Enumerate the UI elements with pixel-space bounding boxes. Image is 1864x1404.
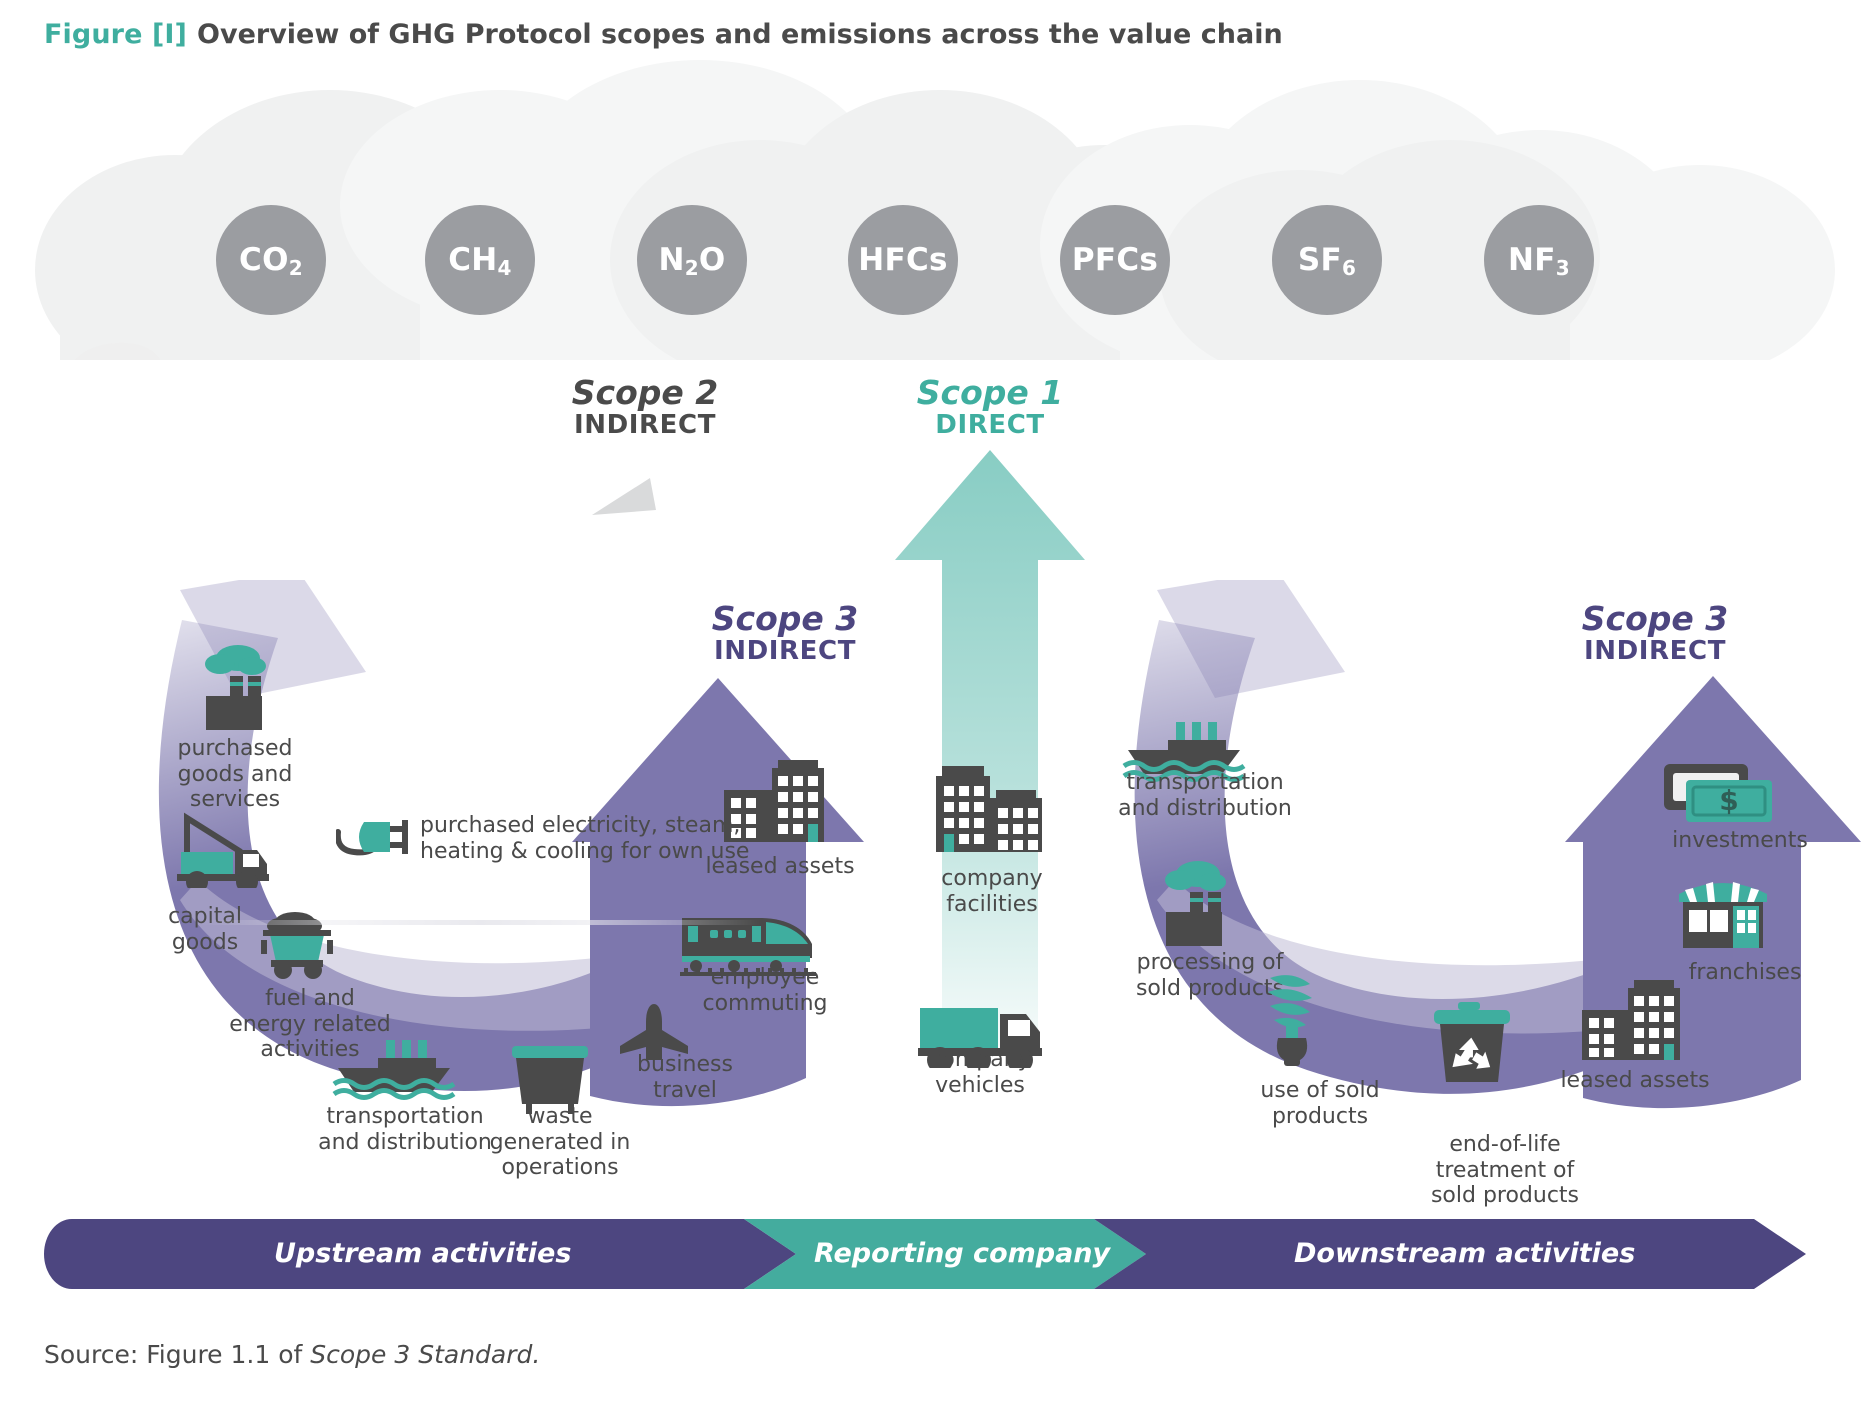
electric-plug-icon bbox=[336, 820, 408, 856]
value-chain-ribbon: Upstream activities Reporting company Do… bbox=[44, 1219, 1820, 1289]
page-title: Figure [I] Overview of GHG Protocol scop… bbox=[44, 8, 1744, 60]
downstream-transportation-label: transportation and distribution bbox=[1118, 770, 1292, 821]
clouds-svg bbox=[35, 60, 1835, 433]
ship-icon-downstream bbox=[1122, 722, 1246, 782]
gas-label: HFCs bbox=[858, 242, 948, 278]
scope-2-pointer-icon bbox=[592, 478, 656, 515]
coal-cart-icon bbox=[261, 912, 333, 979]
train-icon bbox=[680, 918, 816, 976]
leased-assets-icon-upstream bbox=[724, 760, 824, 842]
gas-label: CH4 bbox=[448, 242, 512, 280]
gas-circle-n2o: N2O bbox=[637, 205, 747, 315]
gas-circle-hfcs: HFCs bbox=[848, 205, 958, 315]
ribbon-upstream-shape[interactable] bbox=[44, 1219, 796, 1289]
ribbon-downstream-shape[interactable] bbox=[1094, 1219, 1806, 1289]
svg-text:$: $ bbox=[1719, 784, 1738, 817]
source-prefix: Source: Figure 1.1 of bbox=[44, 1340, 311, 1369]
scope-3-down-kind: INDIRECT bbox=[1583, 635, 1727, 666]
truck-icon bbox=[918, 1008, 1042, 1068]
fuel-energy-label: fuel and energy related activities bbox=[229, 986, 391, 1063]
scope-1-name: Scope 1 bbox=[916, 373, 1064, 412]
scope-3-up-name: Scope 3 bbox=[711, 599, 859, 638]
storefront-icon bbox=[1679, 882, 1767, 948]
purchased-goods-label: purchased goods and services bbox=[177, 736, 293, 813]
ribbon-downstream-label: Downstream activities bbox=[1294, 1238, 1636, 1269]
waste-bin-icon bbox=[512, 1046, 588, 1114]
scope-2-heading: Scope 2 INDIRECT bbox=[520, 375, 770, 439]
business-travel-label: business travel bbox=[637, 1052, 733, 1103]
gas-label: CO2 bbox=[239, 242, 303, 280]
scope-3-down-name: Scope 3 bbox=[1581, 599, 1729, 638]
scope-1-kind: DIRECT bbox=[935, 409, 1045, 440]
company-vehicles-label: company vehicles bbox=[929, 1047, 1031, 1098]
gas-circle-co2: CO2 bbox=[216, 205, 326, 315]
capital-goods-label: capital goods bbox=[168, 904, 242, 955]
gas-circle-ch4: CH4 bbox=[425, 205, 535, 315]
ship-icon bbox=[332, 1040, 456, 1100]
upstream-transportation-label: transportation and distribution bbox=[318, 1104, 492, 1155]
scope-1-heading: Scope 1 DIRECT bbox=[865, 375, 1115, 439]
money-dollar-icon: $ bbox=[1664, 764, 1772, 822]
processing-sold-products-label: processing of sold products bbox=[1135, 950, 1285, 1001]
source-note: Source: Figure 1.1 of Scope 3 Standard. bbox=[44, 1340, 540, 1369]
end-of-life-label: end-of-life treatment of sold products bbox=[1430, 1132, 1580, 1209]
gas-label: N2O bbox=[658, 242, 726, 280]
source-italic: Scope 3 Standard. bbox=[310, 1340, 541, 1369]
leased-assets-label-upstream: leased assets bbox=[705, 854, 855, 879]
plane-icon bbox=[620, 1004, 688, 1060]
scope-3-up-kind: INDIRECT bbox=[713, 635, 857, 666]
waste-generated-label: waste generated in operations bbox=[489, 1104, 631, 1181]
gas-label: PFCs bbox=[1071, 242, 1159, 278]
lightbulb-icon bbox=[1268, 975, 1312, 1066]
scope-2-kind: INDIRECT bbox=[573, 409, 717, 440]
office-building-icon bbox=[936, 766, 1042, 852]
scope-2-name: Scope 2 bbox=[571, 373, 719, 412]
crane-truck-icon bbox=[177, 812, 269, 888]
purchased-electricity-label: purchased electricity, steam, heating & … bbox=[420, 813, 750, 864]
use-of-sold-products-label: use of sold products bbox=[1260, 1078, 1380, 1129]
gas-circle-sf6: SF6 bbox=[1272, 205, 1382, 315]
gas-circle-pfcs: PFCs bbox=[1060, 205, 1170, 315]
ribbon-upstream-label: Upstream activities bbox=[274, 1238, 572, 1269]
cloud-band: CO2 CH4 N2O HFCs PFCs SF6 NF3 bbox=[0, 55, 1864, 433]
leased-assets-icon-downstream bbox=[1582, 980, 1680, 1060]
gas-circle-nf3: NF3 bbox=[1484, 205, 1594, 315]
factory-icon bbox=[205, 645, 266, 730]
investments-label: investments bbox=[1672, 828, 1808, 853]
gas-label: NF3 bbox=[1508, 242, 1570, 280]
employee-commuting-label: employee commuting bbox=[702, 965, 828, 1016]
franchises-label: franchises bbox=[1688, 960, 1802, 985]
processing-factory-icon bbox=[1165, 861, 1226, 946]
ribbon-reporting-shape[interactable] bbox=[744, 1219, 1146, 1289]
company-facilities-label: company facilities bbox=[941, 866, 1043, 917]
scope-3-upstream-heading: Scope 3 INDIRECT bbox=[660, 601, 910, 665]
leased-assets-label-downstream: leased assets bbox=[1560, 1068, 1710, 1093]
gas-label: SF6 bbox=[1297, 242, 1357, 280]
ribbon-reporting-label: Reporting company bbox=[814, 1238, 1111, 1269]
scope-1-arrow bbox=[895, 450, 1085, 1050]
recycle-bin-icon bbox=[1434, 1002, 1510, 1082]
sheen-line bbox=[200, 920, 760, 925]
scope-3-downstream-heading: Scope 3 INDIRECT bbox=[1530, 601, 1780, 665]
figure-title-text: Overview of GHG Protocol scopes and emis… bbox=[197, 18, 1283, 50]
figure-label: Figure [I] bbox=[44, 18, 188, 50]
